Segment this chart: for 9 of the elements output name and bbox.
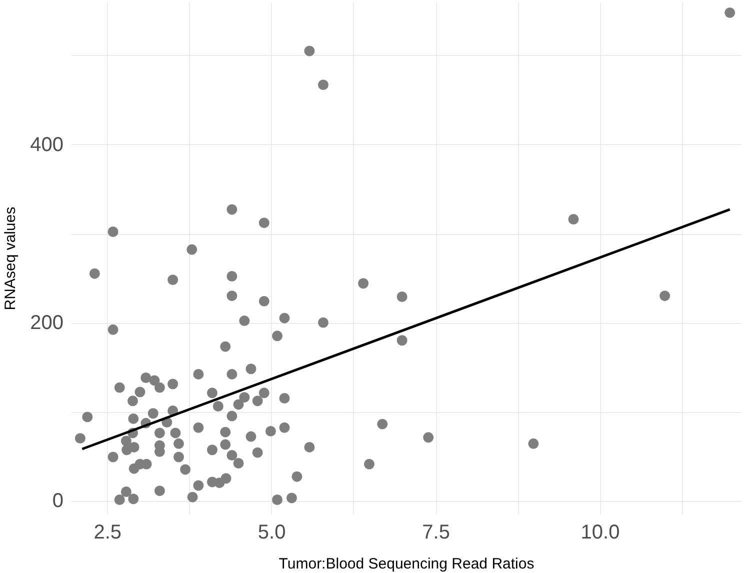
y-tick-label: 0 (52, 490, 64, 512)
x-tick-label: 2.5 (94, 522, 122, 544)
y-axis-title: RNAseq values (2, 206, 20, 310)
y-tick-label: 400 (30, 134, 64, 156)
x-axis-title: Tumor:Blood Sequencing Read Ratios (278, 556, 534, 572)
x-tick-label: 5.0 (258, 522, 286, 544)
x-tick-label: 7.5 (422, 522, 450, 544)
y-tick-label: 200 (30, 312, 64, 334)
x-tick-label: 10.0 (580, 522, 620, 544)
